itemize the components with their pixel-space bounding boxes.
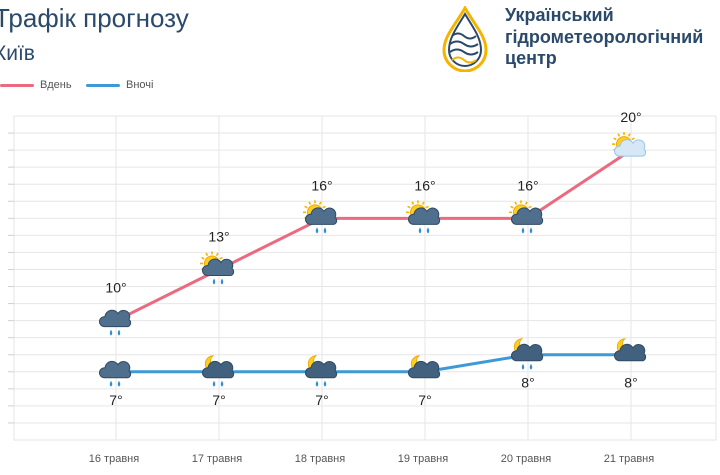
cloud-shape bbox=[613, 139, 647, 157]
cloud-rain-icon bbox=[98, 309, 132, 336]
plot-frame bbox=[13, 115, 717, 441]
cloud-shape bbox=[407, 207, 441, 225]
cloud-shape bbox=[407, 360, 441, 379]
rain-drop bbox=[212, 380, 216, 387]
legend-night-label: Вночі bbox=[126, 79, 154, 91]
legend-night-swatch bbox=[86, 83, 120, 87]
sun-ray bbox=[407, 205, 411, 209]
night-temp-label: 8° bbox=[521, 375, 534, 391]
cloud-shape bbox=[98, 309, 132, 328]
day-temp-label: 20° bbox=[620, 109, 641, 125]
cloud-rain-icon bbox=[98, 360, 132, 387]
x-tick-label: 18 травня bbox=[295, 453, 345, 465]
sun-ray bbox=[425, 205, 429, 209]
sun-ray bbox=[510, 205, 514, 209]
rain-drop bbox=[220, 278, 224, 285]
day-temperature-line bbox=[114, 148, 633, 323]
rain-drop bbox=[117, 380, 121, 387]
org-name-line-2: гідрометеорологічний bbox=[505, 27, 704, 47]
rain-drop bbox=[418, 227, 422, 234]
x-tick-label: 17 травня bbox=[192, 453, 242, 465]
moon-cloud-icon bbox=[407, 355, 441, 379]
sun-ray bbox=[528, 205, 532, 209]
x-tick-label: 16 травня bbox=[89, 453, 139, 465]
day-temp-label: 10° bbox=[105, 280, 126, 296]
legend-day-swatch bbox=[0, 83, 34, 87]
legend-night: Вночі bbox=[86, 79, 153, 91]
hydromet-logo-icon bbox=[442, 6, 488, 72]
moon-cloud-rain-icon bbox=[510, 338, 544, 370]
x-tick-label: 21 травня bbox=[604, 453, 654, 465]
sun-cloud-rain-icon bbox=[509, 200, 544, 234]
sun-ray bbox=[215, 252, 219, 257]
rain-drop bbox=[529, 227, 533, 234]
sun-ray bbox=[613, 137, 617, 141]
sun-ray bbox=[524, 201, 528, 205]
sun-ray bbox=[304, 205, 308, 209]
sun-ray bbox=[308, 201, 312, 205]
rain-drop bbox=[117, 329, 121, 336]
cloud-shape bbox=[304, 207, 338, 225]
night-temperature-line bbox=[114, 353, 633, 374]
sun-ray bbox=[514, 201, 518, 205]
sun-cloud-rain-icon bbox=[406, 200, 441, 234]
rain-drop bbox=[220, 380, 224, 387]
cloud-shape bbox=[98, 360, 132, 379]
cloud-shape bbox=[510, 207, 544, 225]
sun-ray bbox=[411, 201, 415, 205]
night-temp-label: 7° bbox=[418, 392, 431, 408]
moon-cloud-rain-icon bbox=[304, 355, 338, 387]
day-temp-label: 16° bbox=[311, 177, 332, 193]
rain-drop bbox=[521, 227, 525, 234]
sun-cloud-icon bbox=[612, 132, 647, 157]
sun-ray bbox=[201, 256, 205, 260]
night-temp-label: 7° bbox=[109, 392, 122, 408]
cloud-shape bbox=[613, 343, 647, 362]
rain-drop bbox=[426, 227, 430, 234]
night-temp-label: 8° bbox=[624, 375, 637, 391]
sun-ray bbox=[617, 133, 621, 137]
night-temp-label: 7° bbox=[315, 392, 328, 408]
org-name-line-1: Український bbox=[505, 5, 614, 25]
sun-ray bbox=[318, 201, 322, 205]
day-temp-label: 16° bbox=[517, 177, 538, 193]
rain-drop bbox=[109, 329, 113, 336]
sun-ray bbox=[421, 201, 425, 205]
day-temp-label: 13° bbox=[208, 228, 229, 244]
sun-ray bbox=[219, 256, 223, 260]
sun-ray bbox=[205, 252, 209, 257]
rain-drop bbox=[529, 363, 533, 370]
cloud-shape bbox=[201, 258, 235, 276]
day-temp-label: 16° bbox=[414, 177, 435, 193]
night-temp-label: 7° bbox=[212, 392, 225, 408]
cloud-shape bbox=[304, 360, 338, 379]
sun-cloud-rain-icon bbox=[303, 200, 338, 234]
legend-day-label: Вдень bbox=[40, 79, 72, 91]
sun-ray bbox=[627, 133, 631, 137]
cloud-shape bbox=[201, 360, 235, 379]
rain-drop bbox=[323, 380, 327, 387]
org-name-line-3: центр bbox=[505, 48, 557, 68]
rain-drop bbox=[323, 227, 327, 234]
x-tick-label: 20 травня bbox=[501, 453, 551, 465]
moon-cloud-icon bbox=[613, 338, 647, 362]
rain-drop bbox=[521, 363, 525, 370]
city-name: Київ bbox=[0, 42, 35, 65]
legend-day: Вдень bbox=[0, 79, 72, 91]
moon-cloud-rain-icon bbox=[201, 355, 235, 387]
rain-drop bbox=[315, 227, 319, 234]
rain-drop bbox=[212, 278, 216, 285]
sun-cloud-rain-icon bbox=[200, 251, 235, 285]
sun-ray bbox=[322, 205, 326, 209]
cloud-shape bbox=[510, 343, 544, 362]
sun-ray bbox=[631, 137, 635, 141]
rain-drop bbox=[315, 380, 319, 387]
x-tick-label: 19 травня bbox=[398, 453, 448, 465]
page-title: Трафік прогнозу bbox=[0, 3, 189, 33]
rain-drop bbox=[109, 380, 113, 387]
